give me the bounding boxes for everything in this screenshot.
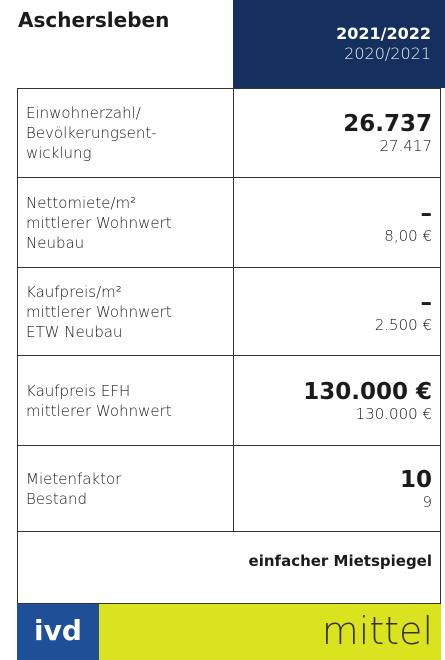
current-value: 130.000 € — [303, 378, 432, 405]
previous-value: 2.500 € — [374, 315, 432, 334]
table-row: Kaufpreis EFH mittlerer Wohnwert 130.000 €… — [17, 356, 441, 446]
row-values: 10 9 — [234, 446, 432, 531]
previous-value: 27.417 — [379, 137, 433, 155]
rating: mittel — [321, 609, 433, 653]
label-line: Kaufpreis/m² — [26, 282, 122, 301]
current-value: – — [420, 289, 433, 316]
previous-value: 8,00 € — [384, 226, 432, 245]
label-line: wicklung — [26, 144, 92, 162]
row-label: Einwohnerzahl/Bevölkerungsent-wicklung — [18, 89, 234, 177]
row-values: –2.500 € — [234, 268, 432, 355]
current-value: 10 — [399, 466, 432, 493]
period-header: 2021/2022 2020/2021 — [233, 0, 445, 88]
label-line: ETW Neubau — [26, 322, 123, 341]
label-line: Bevölkerungsent- — [26, 124, 157, 142]
table-row: Einwohnerzahl/Bevölkerungsent-wicklung 26… — [17, 88, 441, 178]
previous-value: 130.000 € — [355, 404, 432, 423]
row-label: Kaufpreis EFH mittlerer Wohnwert — [18, 356, 234, 445]
label-line: mittlerer Wohnwert — [26, 213, 172, 232]
rating-bar: ivd mittel — [17, 604, 441, 660]
label-line: Nettomiete/m² — [26, 193, 137, 212]
current-value: 26.737 — [343, 111, 432, 137]
row-values: –8,00 € — [234, 178, 432, 267]
table-row: Kaufpreis/m² mittlerer Wohnwert ETW Neubau… — [17, 268, 441, 356]
label-line: mittlerer Wohnwert — [26, 401, 172, 420]
row-values: 26.737 27.417 — [234, 89, 432, 177]
current-value: – — [420, 200, 433, 227]
label-line: Bestand — [26, 489, 87, 508]
label-line: Einwohnerzahl/ — [26, 104, 141, 122]
table-row: Mietenfaktor Bestand 10 9 — [17, 446, 441, 532]
row-label: Mietenfaktor Bestand — [18, 446, 234, 531]
row-label: Nettomiete/m² mittlerer Wohnwert Neubau — [18, 178, 234, 267]
current-period: 2021/2022 — [336, 24, 431, 43]
label-line: Mietenfaktor — [26, 469, 122, 488]
logo: ivd — [17, 604, 99, 660]
label-line: Neubau — [26, 233, 85, 252]
row-values: 130.000 €130.000 € — [234, 356, 432, 445]
label-line: mittlerer Wohnwert — [26, 302, 172, 321]
table-row: Nettomiete/m² mittlerer Wohnwert Neubau –8,… — [17, 178, 441, 268]
previous-value: 9 — [422, 492, 432, 511]
footer-note: einfacher Mietspiegel — [17, 532, 441, 604]
label-line: Kaufpreis EFH — [26, 381, 131, 400]
previous-period: 2020/2021 — [344, 44, 431, 63]
row-label: Kaufpreis/m² mittlerer Wohnwert ETW Neubau — [18, 268, 234, 355]
city-title: Aschersleben — [18, 8, 170, 32]
